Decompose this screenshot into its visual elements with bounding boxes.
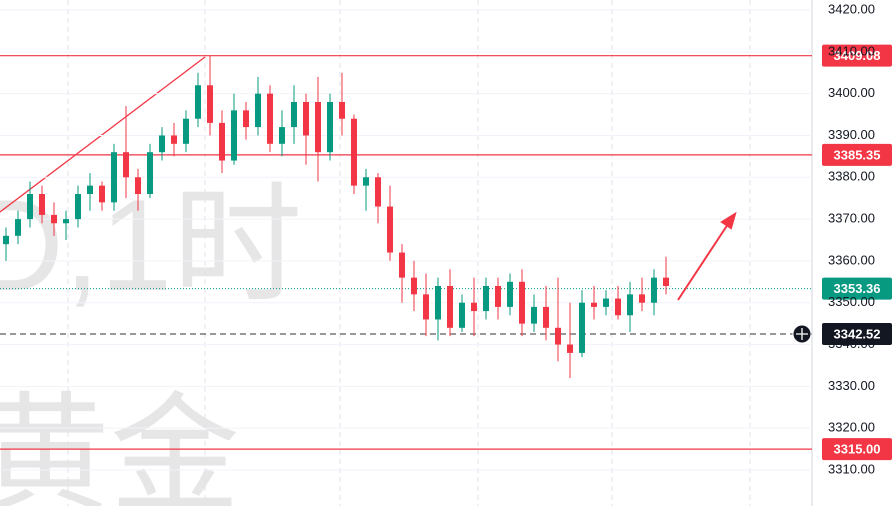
candle-body — [315, 102, 321, 153]
candle-body — [27, 194, 33, 220]
level-label: 3315.00 — [834, 442, 881, 457]
candle-body — [3, 235, 9, 245]
candle-body — [195, 85, 201, 119]
candle-body — [99, 185, 105, 203]
candle-body — [423, 294, 429, 320]
level-label: 3385.35 — [834, 147, 881, 162]
candle-body — [207, 85, 213, 123]
candle-body — [375, 177, 381, 207]
candle-body — [63, 219, 69, 224]
candle-body — [591, 302, 597, 307]
candle-body — [219, 122, 225, 161]
candle-body — [339, 102, 345, 119]
candle-body — [267, 93, 273, 144]
y-tick-label: 3350.00 — [828, 294, 875, 309]
candle-body — [279, 127, 285, 144]
candle-body — [639, 294, 645, 303]
candle-body — [351, 118, 357, 186]
candle-body — [435, 286, 441, 320]
candle-body — [387, 206, 393, 253]
y-tick-label: 3320.00 — [828, 420, 875, 435]
candle-body — [459, 302, 465, 328]
watermark: 黄金 — [0, 382, 240, 506]
arrow — [677, 211, 737, 301]
candle-body — [135, 177, 141, 194]
candle-body — [603, 298, 609, 307]
y-tick-label: 3360.00 — [828, 252, 875, 267]
watermark: D,1时 — [0, 172, 302, 318]
y-tick-label: 3400.00 — [828, 85, 875, 100]
crosshair-icon — [796, 328, 808, 341]
candle-body — [255, 93, 261, 128]
candle-body — [87, 185, 93, 194]
candle-body — [495, 286, 501, 307]
candle-body — [651, 277, 657, 303]
time-grid — [67, 0, 751, 506]
y-tick-label: 3420.00 — [828, 1, 875, 16]
candle-body — [243, 110, 249, 128]
candle-body — [327, 102, 333, 153]
level-box — [822, 44, 892, 67]
candle-body — [471, 302, 477, 312]
crosshair-label: 3342.52 — [834, 326, 881, 341]
candle-body — [567, 344, 573, 353]
candle-body — [363, 177, 369, 186]
y-tick-label: 3410.00 — [828, 43, 875, 58]
candle-body — [579, 302, 585, 353]
y-tick-label: 3330.00 — [828, 378, 875, 393]
candle-body — [447, 286, 453, 328]
candle-body — [123, 152, 129, 178]
candle-body — [663, 277, 669, 286]
last-price-label: 3353.36 — [834, 281, 881, 296]
trend-line — [0, 56, 206, 213]
candle-body — [483, 286, 489, 312]
candle-body — [555, 327, 561, 345]
candle-body — [51, 214, 57, 224]
candle-body — [543, 306, 549, 328]
y-tick-label: 3380.00 — [828, 169, 875, 184]
candle-body — [231, 110, 237, 161]
y-tick-label: 3370.00 — [828, 211, 875, 226]
last-price-box — [822, 277, 892, 300]
level-box — [822, 143, 892, 166]
level-box — [822, 438, 892, 461]
candle-body — [627, 294, 633, 316]
candle-body — [171, 135, 177, 144]
candle-body — [147, 152, 153, 194]
candle-body — [507, 281, 513, 307]
candle-body — [531, 306, 537, 324]
level-label: 3409.08 — [834, 48, 881, 63]
candle-body — [111, 152, 117, 203]
candle-body — [303, 102, 309, 136]
candle-body — [411, 277, 417, 295]
candle-body — [159, 135, 165, 153]
candle-body — [39, 194, 45, 215]
candle-body — [75, 194, 81, 220]
y-tick-label: 3310.00 — [828, 461, 875, 476]
candle-body — [399, 252, 405, 278]
y-tick-label: 3340.00 — [828, 336, 875, 351]
candle-body — [183, 118, 189, 144]
crosshair-box — [822, 323, 892, 346]
y-tick-label: 3390.00 — [828, 127, 875, 142]
candle-body — [615, 298, 621, 316]
candle-body — [519, 281, 525, 324]
candle-body — [291, 102, 297, 128]
candle-body — [15, 219, 21, 236]
